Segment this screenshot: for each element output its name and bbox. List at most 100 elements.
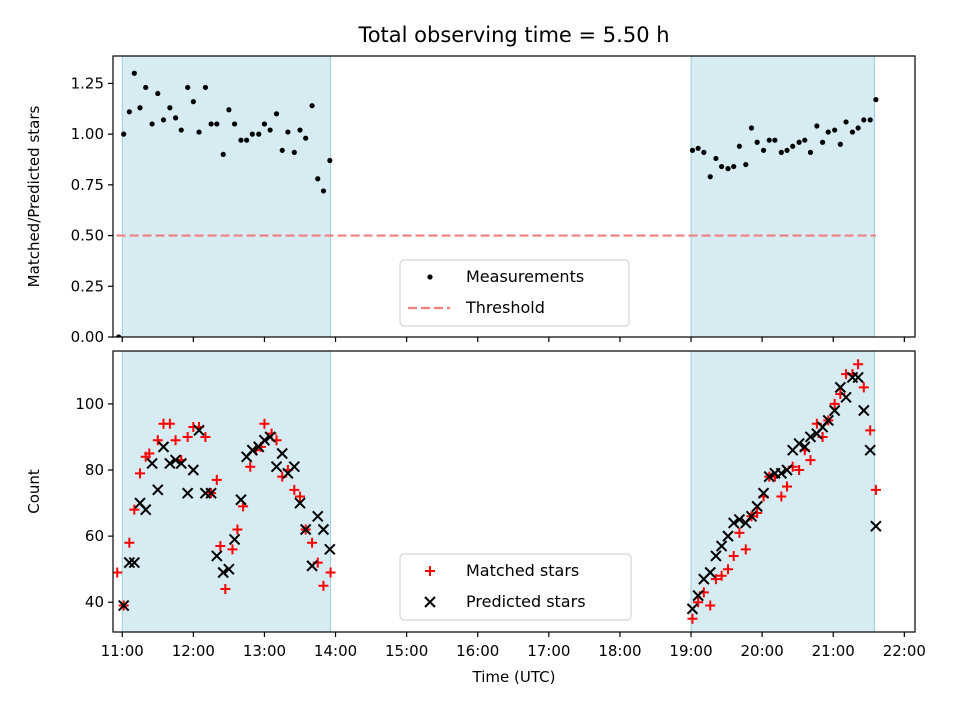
matched-stars-point: [211, 474, 222, 485]
predicted-stars-point: [123, 556, 136, 569]
matched-stars-point: [200, 431, 211, 442]
measurements-point: [701, 149, 707, 155]
axes-frame: [112, 350, 916, 633]
plot-area: [113, 359, 882, 624]
measurements-point: [814, 123, 820, 129]
matched-stars-point: [829, 398, 840, 409]
measurements-point: [695, 145, 701, 151]
y-tick-label: 80: [85, 461, 104, 479]
y-tick-label: 1.00: [71, 125, 104, 143]
predicted-stars-point: [288, 460, 301, 473]
predicted-stars-point: [317, 523, 330, 536]
predicted-stars-point: [834, 381, 847, 394]
x-tick-label: 12:00: [172, 642, 215, 660]
predicted-stars-point: [324, 543, 336, 556]
measurements-point: [320, 188, 327, 194]
legend: Measurements Threshold: [399, 259, 630, 327]
measurements-point: [172, 115, 179, 121]
measurements-point: [256, 131, 262, 137]
measurements-point: [849, 129, 856, 135]
measurements-point: [137, 105, 143, 111]
matched-stars-point: [135, 468, 146, 479]
measurements-point: [772, 137, 778, 143]
measurements-point: [178, 127, 184, 133]
matched-stars-point: [693, 597, 704, 608]
predicted-stars-point: [276, 447, 288, 460]
matched-stars-point: [259, 418, 270, 429]
predicted-stars-point: [157, 441, 170, 453]
measurements-point: [754, 139, 760, 145]
measurements-point: [190, 99, 196, 105]
matched-stars-point: [728, 550, 739, 561]
measurements-point: [819, 139, 826, 145]
matched-stars-point: [716, 570, 727, 581]
matched-stars-point: [705, 600, 716, 611]
measurements-point: [261, 121, 268, 127]
predicted-stars-point: [299, 523, 312, 536]
measurements-point: [244, 137, 250, 143]
predicted-stars-point: [710, 550, 722, 562]
y-tick-label: 100: [75, 395, 104, 413]
matched-stars-point: [805, 455, 816, 466]
measurements-point: [121, 131, 127, 137]
predicted-stars-point: [775, 467, 788, 480]
measurements-point: [196, 129, 202, 135]
x-tick-label: 16:00: [456, 642, 499, 660]
measurements-point: [707, 174, 713, 180]
predicted-stars-point: [692, 589, 704, 602]
matched-stars-point: [687, 613, 698, 624]
measurements-point: [285, 129, 291, 135]
measurements-point: [867, 117, 873, 123]
predicted-stars-point: [804, 431, 817, 443]
x-tick-label: 14:00: [314, 642, 357, 660]
measurements-point: [725, 166, 731, 172]
predicted-stars-point: [235, 494, 247, 506]
predicted-stars-point: [822, 414, 834, 427]
x-tick-label: 18:00: [598, 642, 641, 660]
matched-stars-point: [152, 435, 163, 446]
matched-stars-point: [245, 461, 256, 472]
predicted-stars-point: [152, 484, 164, 496]
matched-stars-point: [164, 418, 175, 429]
matched-stars-point: [144, 448, 155, 459]
measurements-point: [743, 161, 749, 168]
y-tick-label: 1.25: [71, 74, 104, 92]
x-tick-label: 22:00: [883, 642, 926, 660]
matched-stars-point: [853, 359, 864, 370]
ratio-panel: 0.00 0.25 0.50 0.75 1.00 1.25 Matched/Predicte…: [25, 55, 916, 346]
measurements-point: [149, 121, 155, 127]
count-panel: 40 60 80 100 11:00 12:00 13:00 14:00 15:00 16:00 1…: [25, 350, 926, 686]
measurements-point: [861, 117, 867, 123]
x-tick-label: 19:00: [669, 642, 712, 660]
matched-stars-point: [794, 465, 805, 476]
predicted-stars-point: [799, 441, 811, 453]
measurements-point: [160, 117, 167, 123]
measurements-point: [837, 141, 843, 147]
predicted-stars-point: [715, 540, 728, 552]
predicted-stars-point: [852, 371, 864, 384]
measurements-point: [855, 125, 861, 131]
plot-area: [116, 70, 879, 337]
legend-x-marker: [424, 596, 436, 608]
measurements-point: [807, 149, 814, 155]
matched-stars-point: [124, 537, 135, 548]
measurements-point: [167, 105, 173, 111]
matched-stars-point: [734, 527, 745, 538]
matched-stars-point: [723, 564, 734, 575]
predicted-stars-point: [828, 404, 841, 417]
predicted-stars-point: [864, 444, 876, 456]
predicted-stars-point: [745, 510, 758, 523]
measurements-point: [155, 90, 161, 97]
predicted-stars-point: [175, 457, 187, 470]
measurements-point: [116, 334, 122, 337]
measurements-point: [802, 137, 808, 143]
predicted-stars-point: [270, 460, 283, 473]
measurements-point: [231, 121, 238, 127]
x-tick-label: 11:00: [101, 642, 144, 660]
x-tick-label: 21:00: [812, 642, 855, 660]
measurements-point: [273, 111, 280, 117]
observing-window-2: [690, 55, 875, 338]
measurements-point: [202, 84, 209, 91]
y-tick-label: 0.50: [71, 227, 104, 245]
